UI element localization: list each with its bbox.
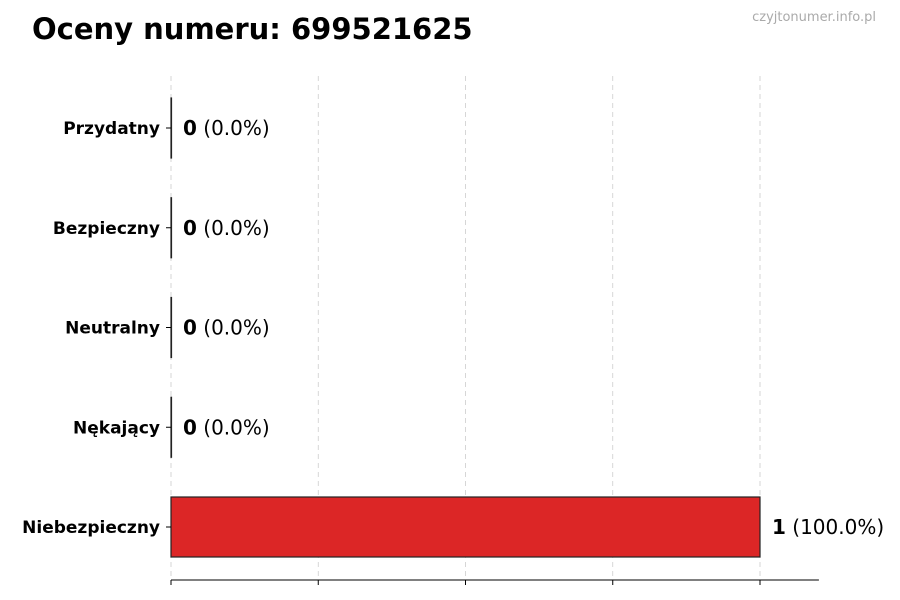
data-label: 0 (0.0%) [183, 116, 270, 140]
data-label-value: 0 [183, 216, 197, 240]
chart-title: Oceny numeru: 699521625 [32, 12, 473, 46]
bar [170, 97, 173, 159]
watermark: czyjtonumer.info.pl [752, 10, 876, 25]
data-label: 1 (100.0%) [772, 515, 884, 539]
data-label-percent: (0.0%) [197, 316, 270, 340]
bar [170, 496, 761, 558]
data-label-percent: (100.0%) [786, 515, 884, 539]
data-label-value: 1 [772, 515, 786, 539]
bar [170, 197, 173, 259]
data-label: 0 (0.0%) [183, 415, 270, 439]
bar [170, 396, 173, 458]
data-label-value: 0 [183, 116, 197, 140]
category-label: Neutralny [65, 319, 160, 339]
data-label-percent: (0.0%) [197, 216, 270, 240]
data-label-value: 0 [183, 316, 197, 340]
category-label: Nękający [73, 418, 160, 438]
data-label: 0 (0.0%) [183, 216, 270, 240]
data-label-value: 0 [183, 415, 197, 439]
data-label-percent: (0.0%) [197, 415, 270, 439]
data-label: 0 (0.0%) [183, 316, 270, 340]
category-label: Niebezpieczny [22, 518, 160, 538]
data-label-percent: (0.0%) [197, 116, 270, 140]
bar [170, 296, 173, 359]
category-label: Przydatny [63, 119, 160, 139]
category-label: Bezpieczny [53, 219, 160, 239]
